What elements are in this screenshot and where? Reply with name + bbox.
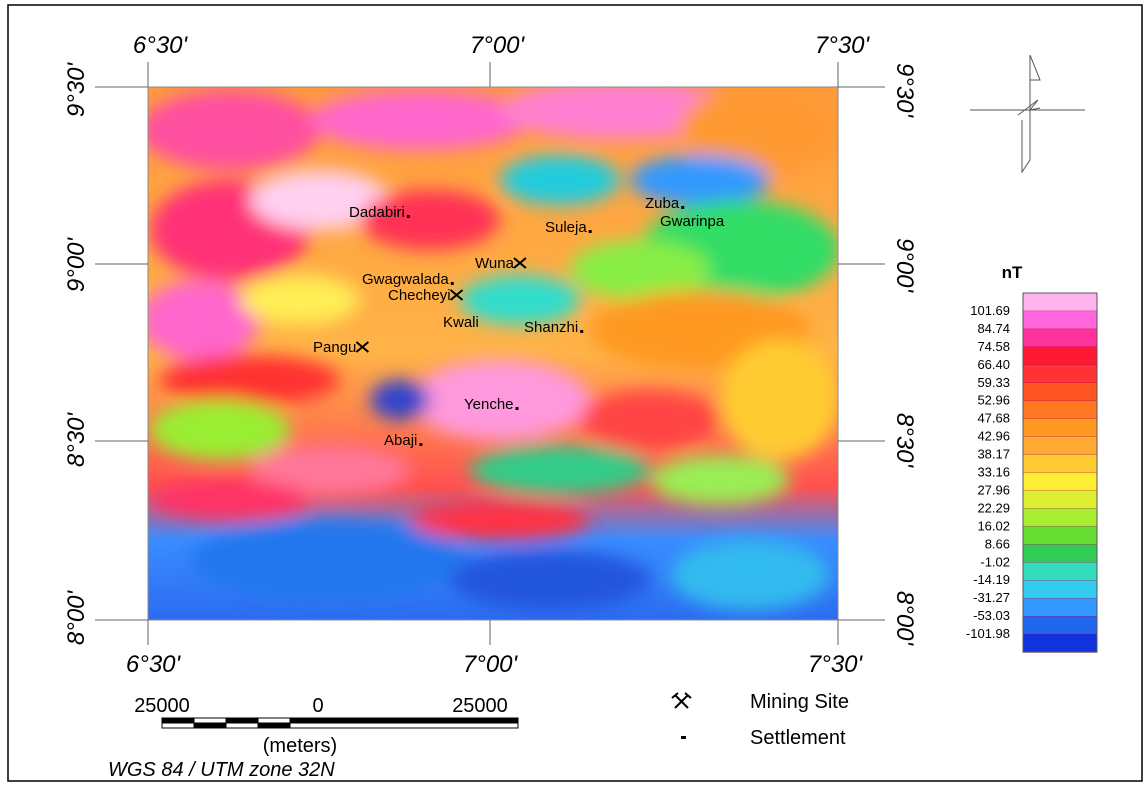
lat-label: 9°00' — [891, 238, 918, 294]
settlement-marker — [516, 407, 519, 410]
scale-label: 25000 — [452, 695, 508, 717]
lat-label: 8°30' — [891, 413, 918, 469]
colorbar-band — [1023, 562, 1097, 580]
place-label: Yenche — [464, 396, 514, 413]
colorbar-band — [1023, 508, 1097, 526]
scale-label: 0 — [312, 695, 323, 717]
scale-segment — [226, 718, 258, 723]
colorbar-band — [1023, 293, 1097, 311]
colorbar-band — [1023, 437, 1097, 455]
colorbar-label: 59.33 — [977, 375, 1010, 390]
lon-label: 6°30' — [133, 32, 189, 59]
colorbar-label: 66.40 — [977, 357, 1010, 372]
scale-label: 25000 — [134, 695, 190, 717]
place-label: Checheyi — [388, 287, 451, 304]
settlement-marker — [451, 282, 454, 285]
lon-label: 7°30' — [815, 32, 871, 59]
colorbar-label: 38.17 — [977, 447, 1010, 462]
settlement-marker — [681, 206, 684, 209]
colorbar-band — [1023, 634, 1097, 652]
legend-symbols — [672, 693, 691, 739]
colorbar-label: 33.16 — [977, 465, 1010, 480]
colorbar-band — [1023, 544, 1097, 562]
north-arrow — [970, 55, 1085, 172]
colorbar-label: -101.98 — [966, 626, 1010, 641]
scale-segment — [162, 723, 194, 728]
place-label: Pangu — [313, 339, 356, 356]
lon-label: 7°00' — [463, 651, 519, 678]
place-label: Gwagwalada — [362, 271, 449, 288]
place-label: Wuna — [475, 255, 515, 272]
scale-segment — [290, 718, 518, 723]
scale-segment — [226, 723, 258, 728]
colorbar-label: 27.96 — [977, 482, 1010, 497]
place-label: Dadabiri — [349, 204, 405, 221]
colorbar-band — [1023, 473, 1097, 491]
colorbar-label: 16.02 — [977, 518, 1010, 533]
colorbar-band — [1023, 490, 1097, 508]
colorbar-unit: nT — [1002, 263, 1023, 282]
colorbar-label: -31.27 — [973, 590, 1010, 605]
colorbar-band — [1023, 383, 1097, 401]
scale-unit: (meters) — [263, 735, 337, 757]
colorbar-label: -53.03 — [973, 608, 1010, 623]
colorbar-band — [1023, 329, 1097, 347]
scale-segment — [194, 718, 226, 723]
lat-label: 9°30' — [891, 63, 918, 119]
legend-label: Settlement — [750, 727, 846, 749]
lat-label: 9°30' — [63, 61, 90, 117]
colorbar-band — [1023, 598, 1097, 616]
colorbar-label: 22.29 — [977, 500, 1010, 515]
projection: WGS 84 / UTM zone 32N — [108, 759, 335, 781]
lat-label: 8°30' — [63, 411, 90, 467]
colorbar-band — [1023, 616, 1097, 634]
colorbar-band — [1023, 455, 1097, 473]
place-label: Abaji — [384, 432, 417, 449]
colorbar-band — [1023, 365, 1097, 383]
lon-label: 7°00' — [470, 32, 526, 59]
map-figure: 25000 0 25000 (meters)WGS 84 / UTM zone 32N… — [0, 0, 1148, 783]
colorbar-band — [1023, 580, 1097, 598]
colorbar-label: -14.19 — [973, 572, 1010, 587]
scale-segment — [194, 723, 226, 728]
lat-label: 8°00' — [63, 589, 90, 645]
place-label: Zuba — [645, 195, 680, 212]
scale-bar: 25000 0 25000 (meters)WGS 84 / UTM zone 32N — [108, 695, 518, 781]
place-label: Suleja — [545, 219, 587, 236]
colorbar-label: -1.02 — [980, 554, 1010, 569]
lon-label: 6°30' — [126, 651, 182, 678]
colorbar-band — [1023, 419, 1097, 437]
place-label: Kwali — [443, 314, 479, 331]
settlement-marker — [589, 230, 592, 233]
lon-label: 7°30' — [808, 651, 864, 678]
colorbar-label: 52.96 — [977, 393, 1010, 408]
colorbar-band — [1023, 401, 1097, 419]
place-label: Gwarinpa — [660, 213, 725, 230]
colorbar-band — [1023, 526, 1097, 544]
colorbar-label: 8.66 — [985, 536, 1010, 551]
place-label: Shanzhi — [524, 319, 578, 336]
scale-segment — [162, 718, 194, 723]
settlement-marker — [419, 443, 422, 446]
scale-segment — [258, 718, 290, 723]
colorbar-band — [1023, 311, 1097, 329]
scale-segment — [290, 723, 518, 728]
legend-label: Mining Site — [750, 691, 849, 713]
scale-segment — [258, 723, 290, 728]
colorbar-label: 47.68 — [977, 411, 1010, 426]
colorbar-label: 74.58 — [977, 339, 1010, 354]
settlement-marker — [580, 330, 583, 333]
settlement-marker — [407, 215, 410, 218]
lat-label: 9°00' — [63, 236, 90, 292]
magnetic-map — [140, 80, 840, 620]
colorbar-label: 42.96 — [977, 429, 1010, 444]
colorbar-band — [1023, 347, 1097, 365]
colorbar-label: 84.74 — [977, 321, 1010, 336]
colorbar-label: 101.69 — [970, 303, 1010, 318]
lat-label: 8°00' — [891, 591, 918, 647]
